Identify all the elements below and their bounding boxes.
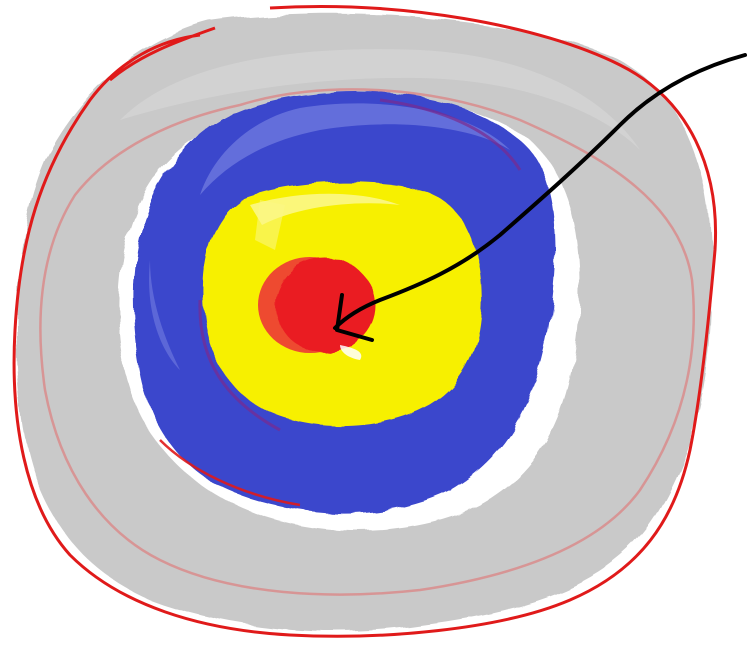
outer-red-outline [12, 5, 718, 638]
blue-ring-light-2 [149, 260, 180, 370]
bullseye-highlight [340, 345, 362, 360]
outer-gray-highlight [120, 49, 640, 150]
blue-ring-light [200, 103, 510, 195]
arrow-icon [333, 53, 747, 342]
arrow-shaft [333, 53, 747, 330]
blue-ring-edge [198, 98, 522, 432]
yellow-ring-light-2 [255, 200, 285, 250]
yellow-ring-light [250, 193, 400, 225]
inner-pink-outline [39, 88, 695, 596]
target-icon [12, 5, 718, 638]
bullseye [275, 258, 375, 352]
blue-red-edge [159, 439, 301, 507]
arrow-head [335, 293, 374, 342]
